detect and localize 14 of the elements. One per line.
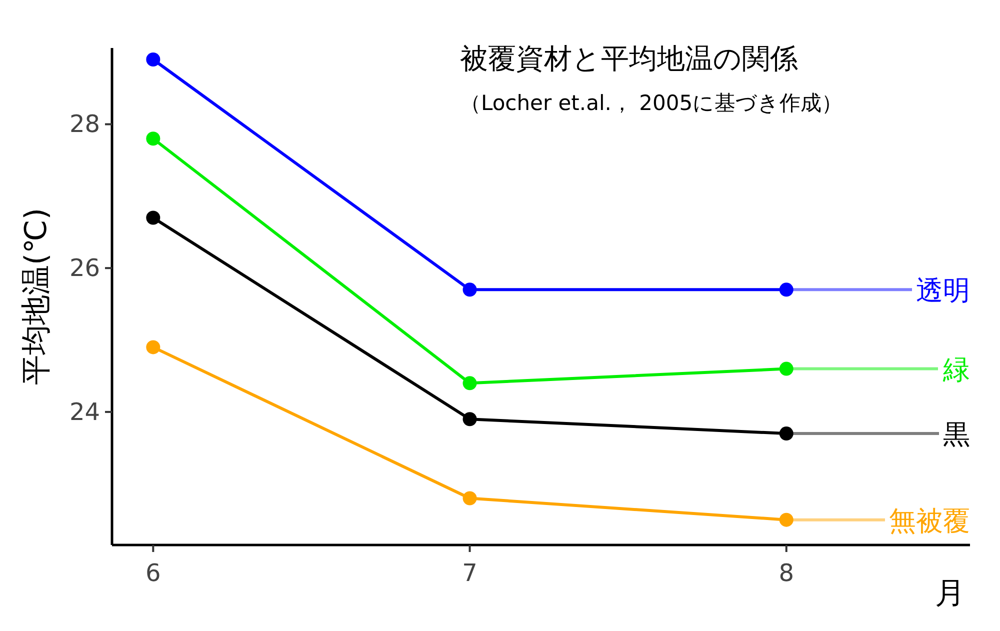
x-tick-label: 6 xyxy=(146,559,161,587)
text: 黒 xyxy=(943,420,970,451)
x-tick-label: 8 xyxy=(778,559,794,587)
y-tick-label: 26 xyxy=(69,254,100,282)
x-axis-title: 月 xyxy=(935,576,965,611)
legend-label: 透明 xyxy=(916,276,970,307)
chart-title: 被覆資材と平均地温の関係 xyxy=(460,42,798,75)
text: 緑 xyxy=(942,354,970,386)
y-axis-title: 平均地温(℃) xyxy=(19,208,54,386)
x-tick-label: 7 xyxy=(462,559,478,587)
legend-label: 無被覆 xyxy=(889,506,970,537)
text: （Locher et.al.， 2005に基づき作成） xyxy=(460,91,843,115)
y-tick-label: 28 xyxy=(69,110,100,138)
y-tick-label: 24 xyxy=(69,398,100,426)
